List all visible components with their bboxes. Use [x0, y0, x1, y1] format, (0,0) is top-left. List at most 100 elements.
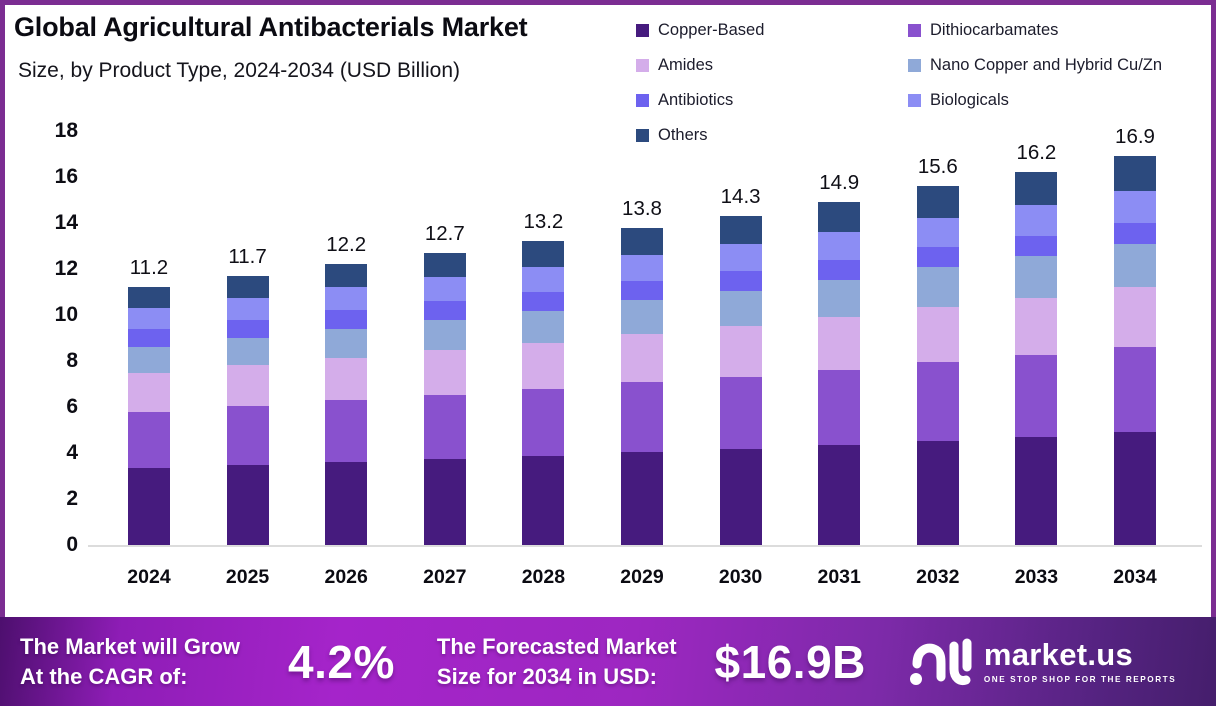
- y-axis-tick-label: 12: [54, 257, 78, 280]
- bar-segment-amides: [226, 365, 269, 407]
- bar-segment-biologicals: [1114, 190, 1156, 224]
- bar-segment-biologicals: [719, 244, 762, 272]
- bar-total-label: 14.3: [720, 185, 761, 209]
- bar-segment-amides: [916, 306, 959, 363]
- bar-segment-others: [423, 252, 466, 278]
- bar-segment-copper-based: [719, 448, 762, 545]
- bar-segment-biologicals: [128, 308, 170, 329]
- bar-total-label: 15.6: [917, 155, 958, 179]
- y-axis-tick-label: 6: [66, 395, 78, 418]
- legend-item-dithiocarbamates: Dithiocarbamates: [908, 21, 1162, 40]
- legend-label: Biologicals: [930, 91, 1009, 109]
- logo-wordmark: market.us: [983, 637, 1134, 673]
- bar-segment-others: [621, 227, 663, 256]
- marketus-logo: market.us ONE STOP SHOP FOR THE REPORTS: [908, 633, 1176, 691]
- x-axis-label-2029: 2029: [620, 566, 664, 588]
- bar-segment-dithiocarbamates: [1114, 347, 1156, 433]
- bar-segment-copper-based: [1114, 432, 1156, 545]
- legend-item-others: Others: [636, 126, 908, 145]
- stacked-bar-2027: [423, 252, 466, 545]
- y-axis-tick-label: 4: [66, 441, 78, 464]
- bar-segment-amides: [128, 372, 170, 412]
- x-axis-label-2032: 2032: [916, 566, 960, 588]
- bar-segment-others: [226, 276, 269, 298]
- bar-total-label: 14.9: [819, 171, 860, 195]
- stacked-bar-2029: [621, 227, 663, 545]
- footer-banner: The Market will Grow At the CAGR of: 4.2…: [0, 617, 1216, 706]
- legend-swatch-icon: [636, 129, 649, 142]
- logo-dot: [909, 672, 922, 685]
- bar-segment-nano-copper-and-hybrid-cu-zn: [916, 267, 959, 307]
- bar-segment-dithiocarbamates: [522, 389, 565, 456]
- bar-total-label: 11.2: [129, 256, 169, 280]
- stacked-bar-2034: [1114, 156, 1156, 545]
- bar-segment-antibiotics: [325, 310, 368, 329]
- y-axis-tick-label: 14: [54, 211, 78, 234]
- bar-total-label: 16.9: [1115, 125, 1155, 149]
- legend-item-nano-copper-and-hybrid-cu-zn: Nano Copper and Hybrid Cu/Zn: [908, 56, 1162, 75]
- legend-label: Nano Copper and Hybrid Cu/Zn: [930, 56, 1163, 74]
- stacked-bar-2031: [818, 202, 861, 545]
- bar-segment-dithiocarbamates: [916, 362, 959, 441]
- x-axis-line: [88, 545, 1202, 547]
- stacked-bar-2025: [226, 276, 269, 545]
- stacked-bar-2033: [1015, 172, 1058, 545]
- bar-total-label: 11.7: [228, 245, 267, 269]
- bar-segment-nano-copper-and-hybrid-cu-zn: [226, 338, 269, 366]
- bar-segment-nano-copper-and-hybrid-cu-zn: [128, 347, 170, 373]
- bar-segment-copper-based: [522, 455, 565, 545]
- legend-item-biologicals: Biologicals: [908, 91, 1162, 110]
- x-axis-label-2030: 2030: [718, 566, 763, 588]
- bar-segment-copper-based: [226, 464, 269, 545]
- cagr-label-line1: The Market will Grow: [20, 634, 241, 660]
- bar-segment-nano-copper-and-hybrid-cu-zn: [325, 328, 368, 358]
- bar-segment-antibiotics: [522, 291, 565, 311]
- legend-swatch-icon: [908, 59, 921, 72]
- legend-swatch-icon: [636, 59, 649, 72]
- legend-label: Antibiotics: [658, 91, 734, 109]
- legend-label: Copper-Based: [658, 21, 765, 39]
- bar-segment-biologicals: [818, 232, 861, 261]
- bar-total-label: 12.7: [424, 221, 465, 245]
- bar-segment-antibiotics: [226, 319, 269, 339]
- stacked-bar-2032: [916, 186, 959, 545]
- legend-label: Dithiocarbamates: [930, 21, 1059, 39]
- bar-segment-dithiocarbamates: [325, 400, 368, 462]
- bar-segment-nano-copper-and-hybrid-cu-zn: [621, 300, 663, 334]
- bar-segment-biologicals: [916, 217, 959, 248]
- bar-segment-copper-based: [423, 458, 466, 545]
- legend-item-amides: Amides: [636, 56, 908, 75]
- legend-swatch-icon: [636, 94, 649, 107]
- bar-segment-others: [325, 264, 368, 288]
- x-axis-label-2026: 2026: [324, 566, 368, 588]
- bar-segment-others: [916, 186, 959, 218]
- bar-segment-amides: [621, 333, 663, 383]
- logo-tagline: ONE STOP SHOP FOR THE REPORTS: [983, 674, 1177, 684]
- bar-segment-dithiocarbamates: [818, 369, 861, 445]
- stacked-bar-2028: [522, 241, 565, 545]
- bar-segment-copper-based: [916, 440, 959, 545]
- bar-total-label: 13.8: [622, 196, 662, 220]
- legend-item-copper-based: Copper-Based: [636, 21, 908, 40]
- bar-segment-amides: [818, 317, 861, 370]
- stacked-bar-2026: [325, 264, 368, 545]
- bar-segment-antibiotics: [818, 260, 861, 280]
- page-title: Global Agricultural Antibacterials Marke…: [14, 12, 528, 42]
- bar-segment-others: [128, 287, 170, 309]
- legend-label: Others: [658, 126, 708, 144]
- forecast-label-line1: The Forecasted Market: [436, 634, 677, 660]
- x-axis-label-2024: 2024: [127, 566, 171, 588]
- bar-total-label: 12.2: [326, 233, 367, 257]
- bar-segment-amides: [423, 350, 466, 395]
- bar-segment-antibiotics: [916, 247, 959, 268]
- x-axis-label-2027: 2027: [423, 566, 467, 588]
- bar-segment-biologicals: [1015, 205, 1058, 236]
- bar-segment-amides: [1015, 297, 1058, 356]
- legend-item-antibiotics: Antibiotics: [636, 91, 908, 110]
- bar-segment-dithiocarbamates: [1015, 355, 1058, 437]
- bar-segment-amides: [522, 342, 565, 390]
- x-axis-label-2031: 2031: [817, 566, 861, 588]
- bar-segment-dithiocarbamates: [423, 394, 466, 459]
- bar-segment-nano-copper-and-hybrid-cu-zn: [522, 310, 565, 343]
